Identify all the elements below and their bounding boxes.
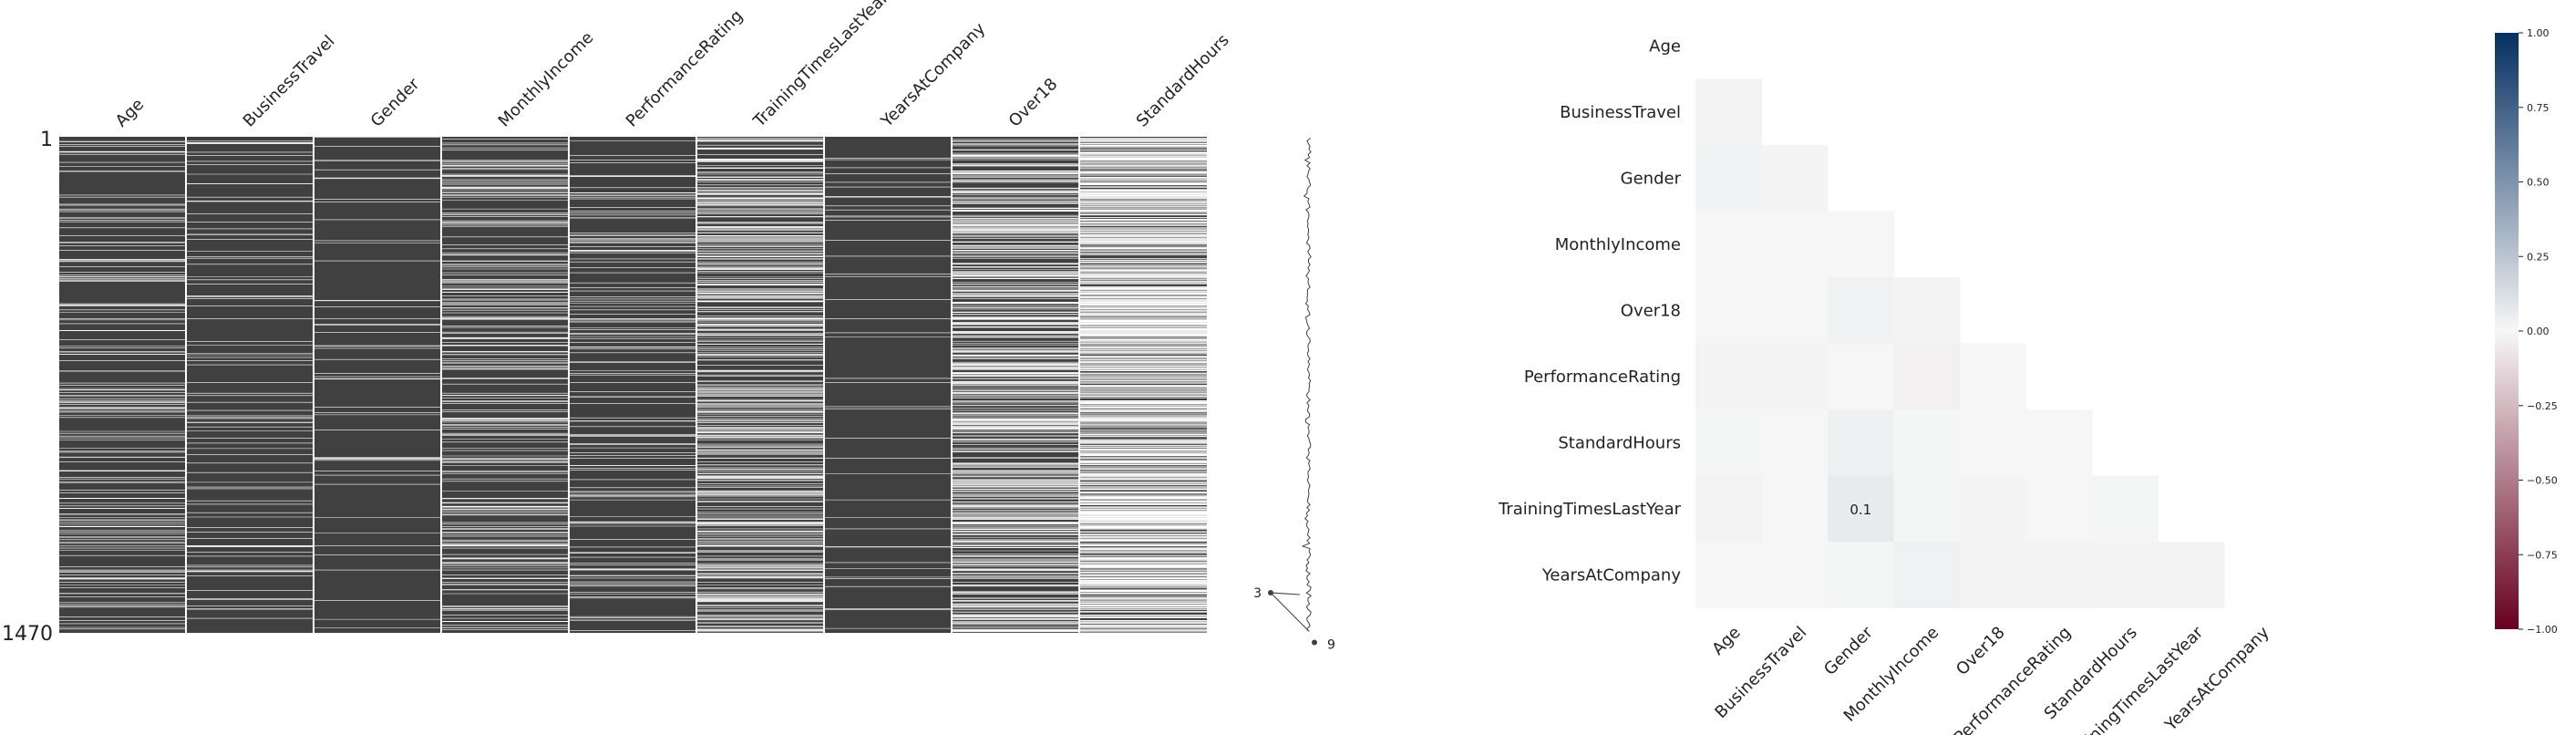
matrix-row-label-first: 1 [40,129,53,151]
matrix-row-label-last: 1470 [2,623,53,646]
matrix-column-MonthlyIncome [441,137,569,633]
heatmap-cell [1828,542,1894,608]
nullity-correlation-heatmap: Age BusinessTravel Gender MonthlyIncome Over… [1498,27,2558,735]
heatmap-cell [1960,542,2026,608]
matrix-missing-Over18 [952,139,1079,633]
heatmap-cell [1828,343,1894,410]
heatmap-cell [1893,542,1961,608]
sparkline-min-label: 3 [1253,586,1262,601]
heatmap-cell [1761,277,1829,344]
heatmap-column-label: Over18 [1953,623,2009,679]
heatmap-annotations: 0.1 [1850,502,1871,518]
colorbar-tick-label: −0.50 [2527,475,2558,487]
matrix-column-label: TrainingTimesLastYear [749,0,892,131]
matrix-column-label: Over18 [1005,75,1062,131]
matrix-column-labels: Age BusinessTravel Gender MonthlyIncome Perf… [112,0,1233,131]
heatmap-cell [1960,409,2026,476]
heatmap-row-label: MonthlyIncome [1555,235,1681,254]
heatmap-cell [1893,475,1961,543]
heatmap-cell [1695,78,1762,146]
colorbar-tick-label: −0.75 [2527,549,2558,561]
heatmap-cell [1893,277,1961,344]
heatmap-row-label: Age [1649,36,1681,56]
colorbar-tick-label: 1.00 [2527,27,2550,39]
heatmap-cell [1828,409,1894,476]
matrix-column-Gender [314,137,441,633]
heatmap-cell [2025,409,2093,476]
matrix-column-label: Gender [367,74,424,130]
heatmap-cell [1828,475,1894,543]
matrix-missing-PerformanceRating [569,140,696,631]
matrix-missing-Age [58,140,186,630]
heatmap-row-label: YearsAtCompany [1541,565,1682,585]
colorbar-tick-label: −0.25 [2527,400,2558,412]
heatmap-row-label: PerformanceRating [1524,368,1681,387]
matrix-column-BusinessTravel [186,137,314,633]
heatmap-cell [1761,343,1829,410]
matrix-column-label: YearsAtCompany [877,19,989,131]
heatmap-row-label: TrainingTimesLastYear [1498,500,1682,519]
heatmap-cell [1695,277,1762,344]
heatmap-cell [1893,343,1961,410]
heatmap-row-label: Over18 [1621,301,1681,320]
sparkline-max-label: 9 [1327,637,1335,652]
heatmap-annotation: 0.1 [1850,502,1871,518]
heatmap-row-label: StandardHours [1558,433,1681,452]
sparkline-min-dot [1268,590,1273,595]
heatmap-row-label: BusinessTravel [1560,103,1681,122]
matrix-column-label: Age [112,95,148,130]
heatmap-cell [1828,277,1894,344]
heatmap-cell [1761,409,1829,476]
heatmap-cell [2025,542,2093,608]
heatmap-cell [2092,475,2159,543]
sparkline-line [1269,138,1313,632]
colorbar-tick-label: 0.75 [2527,102,2550,114]
matrix-missing-TrainingTimesLastYear [696,138,824,633]
heatmap-cell [1893,409,1961,476]
nullity-matrix: Age BusinessTravel Gender MonthlyIncome Perf… [2,0,1335,652]
matrix-column-Over18 [952,137,1079,633]
heatmap-row-label: Gender [1621,169,1682,188]
colorbar-tick-label: −1.00 [2527,624,2558,636]
colorbar-tick-label: 0.50 [2527,177,2550,189]
matrix-column-label: PerformanceRating [623,6,747,131]
matrix-missing-BusinessTravel [186,140,314,619]
heatmap-cell [2025,475,2093,543]
matrix-missing-StandardHours [1079,138,1207,634]
matrix-column-label: MonthlyIncome [495,28,598,131]
matrix-column-label: BusinessTravel [240,32,339,131]
colorbar-gradient [2495,33,2519,629]
matrix-column-label: StandardHours [1133,30,1233,130]
heatmap-cell [1695,343,1762,410]
heatmap-column-label: Gender [1820,623,1877,679]
heatmap-cell [1761,145,1829,212]
heatmap-cell [1695,475,1762,543]
heatmap-row-labels: Age BusinessTravel Gender MonthlyIncome Over… [1498,36,1682,585]
heatmap-cell [1761,475,1829,543]
colorbar-tick-label: 0.00 [2527,326,2550,337]
nullity-sparkline: 3 9 [1253,138,1335,652]
colorbar-tick-label: 0.25 [2527,251,2550,263]
heatmap-cell [2092,542,2159,608]
heatmap-cell [1695,542,1762,608]
colorbar: 1.00 0.75 0.50 0.25 0.00 −0.25 −0.50 −0.75 −1.00 [2495,27,2558,636]
heatmap-column-label: Age [1708,623,1744,658]
heatmap-cell [1761,211,1829,278]
heatmap-cells [1695,78,2225,608]
heatmap-cell [1695,409,1762,476]
heatmap-cell [2158,542,2225,608]
heatmap-cell [1695,145,1762,212]
matrix-missing-MonthlyIncome [441,139,569,630]
heatmap-cell [1960,475,2026,543]
sparkline-max-dot [1312,639,1317,646]
heatmap-cell [1828,211,1894,278]
heatmap-cell [1960,343,2026,410]
matrix-column-PerformanceRating [569,137,696,633]
heatmap-cell [1695,211,1762,278]
heatmap-cell [1761,542,1829,608]
matrix-columns [57,137,1207,634]
matrix-column-YearsAtCompany [824,137,952,633]
